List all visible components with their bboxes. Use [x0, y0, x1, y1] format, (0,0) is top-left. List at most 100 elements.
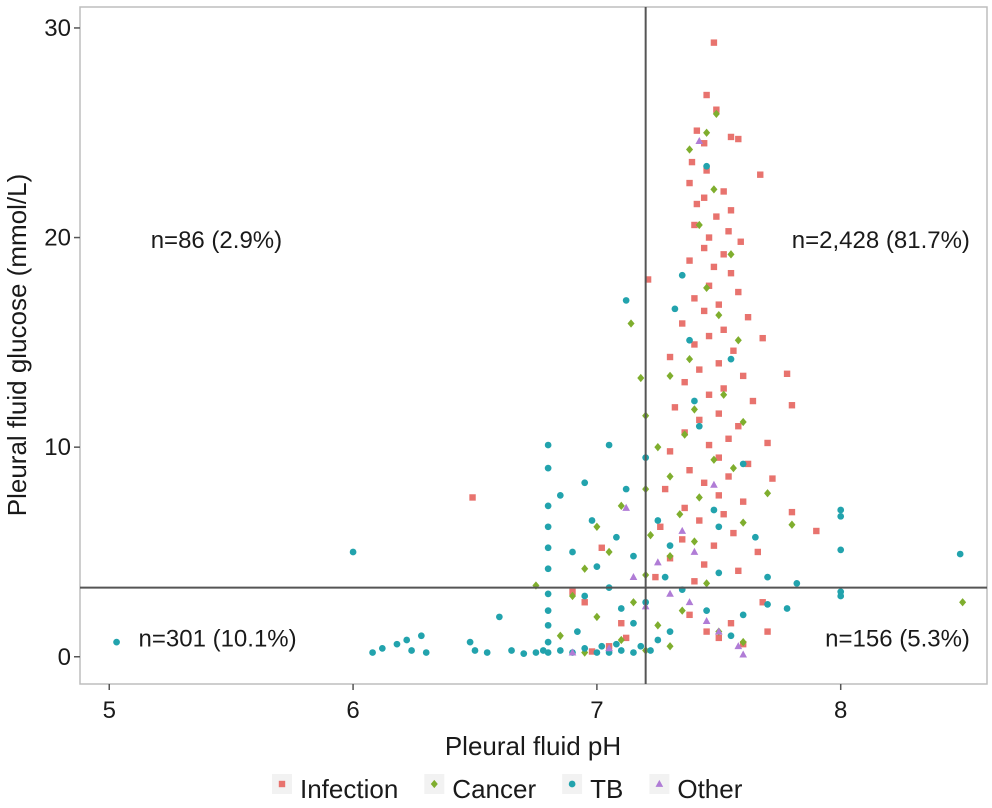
y-tick-label: 0: [58, 644, 71, 671]
data-point-tb: [349, 548, 357, 556]
data-point-tb: [544, 523, 552, 531]
data-point-tb: [647, 647, 654, 654]
data-point-cancer: [666, 472, 674, 481]
annotation-background: [788, 226, 973, 256]
data-point-cancer: [710, 185, 718, 194]
quadrant-count-label: n=2,428 (81.7%): [792, 227, 970, 254]
data-point-infection: [691, 295, 698, 302]
data-point-infection: [700, 244, 708, 252]
data-point-infection: [644, 276, 652, 283]
data-point-tb: [544, 502, 552, 510]
data-point-infection: [705, 282, 713, 289]
data-point-tb: [752, 533, 759, 541]
data-point-tb: [532, 649, 540, 656]
x-tick-label: 8: [834, 697, 847, 724]
data-point-tb: [581, 592, 589, 600]
data-point-other: [685, 598, 694, 606]
data-point-cancer: [627, 319, 635, 328]
data-point-infection: [686, 257, 693, 264]
data-point-infection: [713, 213, 720, 220]
data-point-tb: [556, 647, 564, 654]
data-point-tb: [544, 638, 552, 646]
data-point-tb: [671, 305, 679, 313]
data-point-other: [568, 648, 577, 656]
legend-key-tb: [568, 780, 576, 788]
data-point-infection: [769, 475, 776, 482]
data-point-tb: [630, 619, 637, 627]
y-tick-label: 30: [44, 15, 71, 42]
data-point-infection: [735, 567, 742, 575]
x-tick-label: 7: [590, 697, 603, 724]
data-point-infection: [710, 263, 718, 271]
data-point-cancer: [654, 442, 662, 452]
data-point-infection: [735, 288, 742, 296]
y-tick-label: 10: [44, 434, 71, 461]
data-point-tb: [544, 621, 552, 629]
legend-item-infection: Infection: [272, 774, 398, 804]
data-point-infection: [710, 39, 718, 46]
data-point-infection: [727, 620, 735, 627]
data-point-infection: [725, 435, 732, 442]
data-point-infection: [783, 370, 791, 377]
legend-key-cancer: [430, 779, 438, 789]
data-point-infection: [720, 511, 727, 518]
data-point-tb: [622, 485, 630, 493]
data-point-infection: [691, 341, 698, 348]
data-point-infection: [739, 372, 747, 380]
data-point-tb: [483, 649, 491, 656]
x-axis-title: Pleural fluid pH: [445, 731, 621, 761]
data-point-infection: [588, 648, 596, 655]
data-point-infection: [681, 378, 688, 386]
plot-area: [79, 6, 988, 685]
data-point-cancer: [666, 551, 674, 561]
data-point-infection: [727, 269, 735, 277]
data-point-cancer: [739, 417, 747, 427]
data-point-infection: [569, 588, 576, 595]
data-point-other: [710, 480, 718, 488]
x-tick-label: 6: [346, 697, 359, 724]
data-point-cancer: [556, 631, 564, 640]
plot-panel: [79, 6, 988, 685]
data-point-cancer: [739, 637, 747, 647]
data-point-cancer: [617, 501, 625, 511]
data-point-tb: [637, 642, 645, 650]
data-point-infection: [703, 628, 710, 635]
data-point-infection: [598, 544, 605, 551]
data-point-infection: [686, 179, 693, 187]
data-point-infection: [693, 127, 701, 134]
data-point-tb: [556, 492, 564, 499]
data-point-infection: [705, 391, 713, 398]
data-point-infection: [652, 573, 659, 581]
data-point-cancer: [666, 371, 674, 381]
data-point-cancer: [712, 109, 720, 119]
data-point-tb: [715, 569, 723, 577]
y-axis-title: Pleural fluid glucose (mmol/L): [2, 174, 32, 516]
data-point-infection: [700, 307, 708, 315]
data-point-tb: [727, 355, 735, 363]
data-point-infection: [666, 353, 674, 361]
data-point-tb: [496, 613, 503, 621]
data-point-cancer: [690, 537, 698, 546]
data-point-tb: [793, 580, 801, 587]
data-point-infection: [703, 167, 710, 174]
data-point-tb: [569, 548, 576, 556]
legend-label: Infection: [300, 774, 398, 804]
data-point-cancer: [703, 283, 711, 293]
data-point-infection: [710, 542, 718, 549]
data-point-infection: [744, 314, 752, 321]
data-points: [113, 39, 967, 658]
data-point-tb: [686, 336, 693, 344]
data-point-other: [678, 526, 687, 534]
data-point-tb: [403, 636, 411, 644]
data-point-tb: [378, 645, 386, 652]
data-point-infection: [469, 494, 476, 501]
data-point-cancer: [647, 531, 655, 540]
data-point-cancer: [703, 579, 711, 588]
data-point-cancer: [695, 220, 703, 230]
data-point-infection: [671, 404, 679, 411]
quadrant-count-label: n=156 (5.3%): [825, 625, 970, 652]
data-point-tb: [544, 590, 552, 598]
data-point-cancer: [593, 612, 601, 622]
data-point-tb: [837, 512, 845, 520]
data-point-tb: [544, 544, 552, 552]
